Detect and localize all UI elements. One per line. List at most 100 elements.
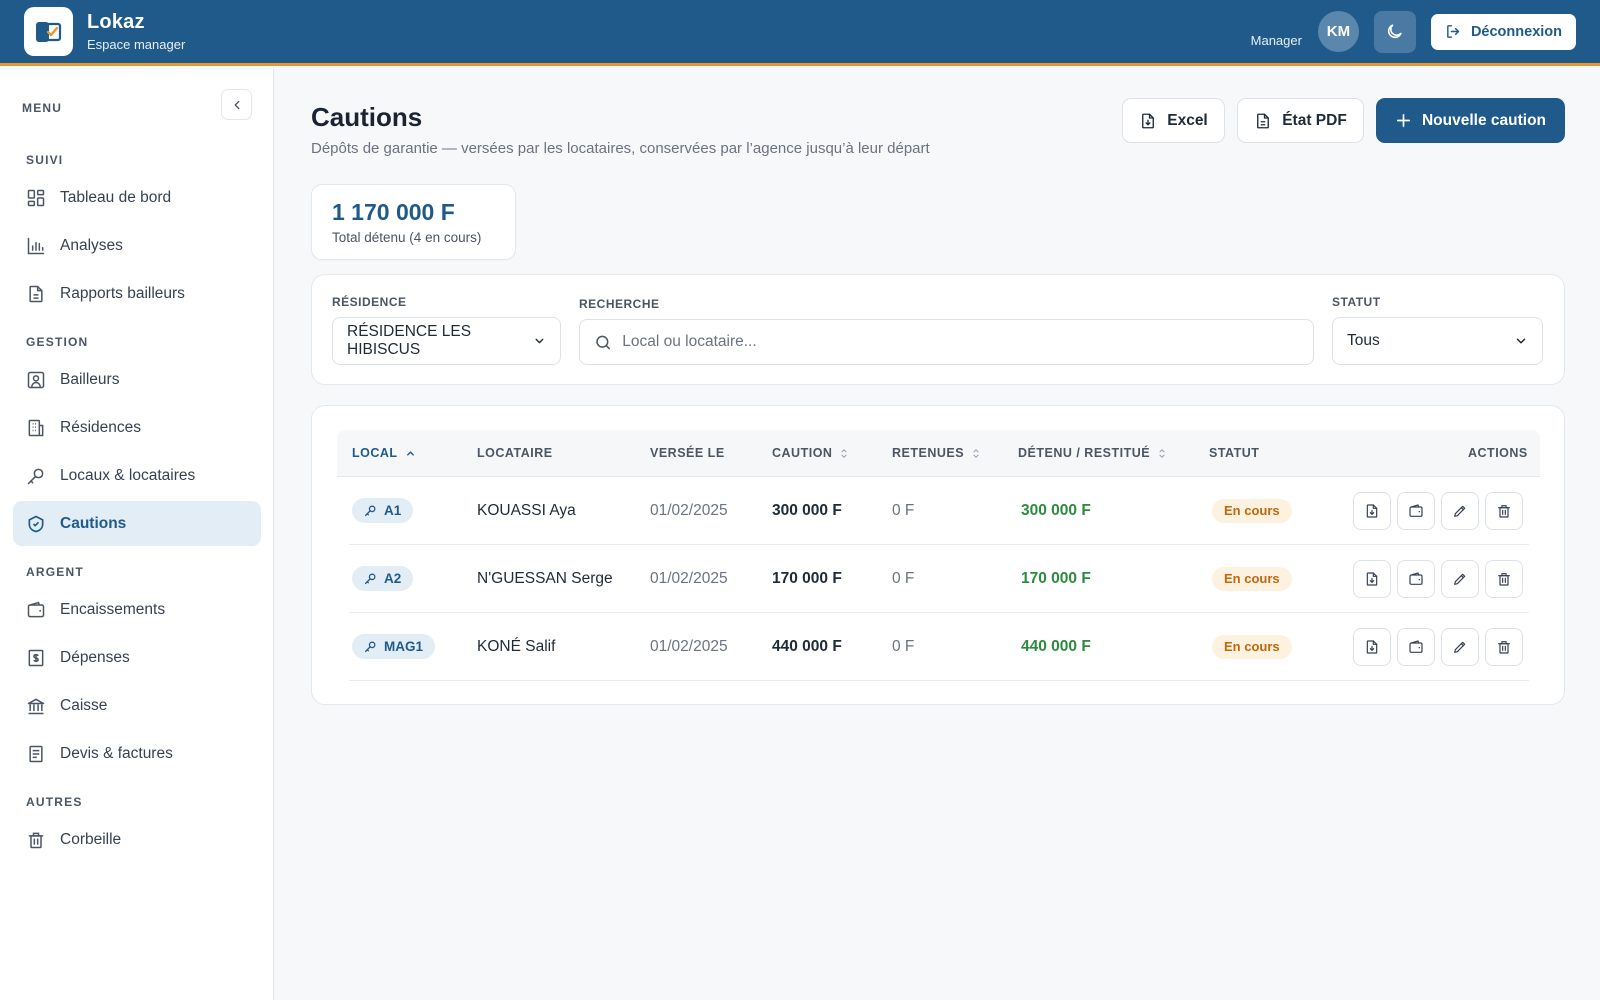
detenu-cell: 170 000 F bbox=[1021, 569, 1091, 587]
status-select[interactable]: Tous bbox=[1332, 317, 1543, 365]
key-icon bbox=[364, 573, 376, 585]
statut-cell: En cours bbox=[1212, 613, 1292, 680]
retenues-cell: 0 F bbox=[892, 569, 915, 587]
collapse-sidebar-button[interactable] bbox=[221, 89, 252, 120]
column-caution[interactable]: CAUTION bbox=[772, 446, 849, 460]
file-download-icon bbox=[1142, 113, 1155, 128]
residence-select-value: RÉSIDENCE LES HIBISCUS bbox=[347, 323, 472, 358]
wallet-icon bbox=[27, 601, 45, 617]
residence-select[interactable]: RÉSIDENCE LES HIBISCUS bbox=[332, 317, 561, 365]
sidebar-item-encaissements[interactable]: Encaissements bbox=[13, 587, 261, 632]
download-receipt-button[interactable] bbox=[1353, 491, 1391, 530]
column-label: LOCAL bbox=[352, 446, 398, 460]
actions-cell bbox=[1353, 477, 1523, 544]
delete-button[interactable] bbox=[1485, 559, 1523, 598]
section-title-autres: AUTRES bbox=[26, 795, 83, 809]
sidebar-item-corbeille[interactable]: Corbeille bbox=[13, 817, 261, 862]
edit-button[interactable] bbox=[1441, 559, 1479, 598]
invoice-icon bbox=[29, 745, 43, 762]
versee-cell: 01/02/2025 bbox=[650, 569, 728, 587]
delete-button[interactable] bbox=[1485, 627, 1523, 666]
edit-button[interactable] bbox=[1441, 627, 1479, 666]
pencil-icon bbox=[1454, 505, 1466, 517]
local-chip: A1 bbox=[352, 498, 414, 523]
theme-toggle-button[interactable] bbox=[1373, 10, 1416, 53]
statut-cell: En cours bbox=[1212, 545, 1292, 612]
search-input[interactable] bbox=[622, 333, 1299, 351]
column-locataire: LOCATAIRE bbox=[477, 446, 553, 460]
avatar[interactable]: KM bbox=[1317, 11, 1359, 52]
key-icon bbox=[364, 641, 376, 653]
pdf-export-button[interactable]: État PDF bbox=[1237, 98, 1364, 143]
page-subtitle: Dépôts de garantie — versées par les loc… bbox=[311, 140, 930, 157]
residence-filter-label: RÉSIDENCE bbox=[332, 295, 407, 309]
shield-icon bbox=[28, 515, 44, 532]
refund-button[interactable] bbox=[1397, 491, 1435, 530]
sidebar-item-caisse[interactable]: Caisse bbox=[13, 683, 261, 728]
column-actions: ACTIONS bbox=[1468, 446, 1528, 460]
sidebar-item-rapports[interactable]: Rapports bailleurs bbox=[13, 271, 261, 316]
locataire-cell: N'GUESSAN Serge bbox=[477, 569, 613, 587]
status-badge: En cours bbox=[1212, 498, 1292, 523]
actions-cell bbox=[1353, 545, 1523, 612]
local-cell: MAG1 bbox=[352, 613, 436, 680]
key-icon bbox=[27, 468, 44, 484]
lokaz-logo-icon[interactable] bbox=[24, 7, 73, 56]
logout-button[interactable]: Déconnexion bbox=[1430, 13, 1576, 50]
file-download-icon bbox=[1366, 639, 1378, 654]
sidebar-item-analyses[interactable]: Analyses bbox=[13, 223, 261, 268]
sidebar-item-depenses[interactable]: Dépenses bbox=[13, 635, 261, 680]
app-subtitle: Espace manager bbox=[87, 37, 186, 52]
table-row: MAG1 KONÉ Salif 01/02/2025 440 000 F 0 F… bbox=[349, 613, 1529, 681]
sidebar-item-dashboard[interactable]: Tableau de bord bbox=[13, 175, 261, 220]
total-held-label: Total détenu (4 en cours) bbox=[332, 230, 482, 245]
column-label: VERSÉE LE bbox=[650, 446, 725, 460]
column-local[interactable]: LOCAL bbox=[352, 446, 416, 460]
versee-cell: 01/02/2025 bbox=[650, 501, 728, 519]
column-retenues[interactable]: RETENUES bbox=[892, 446, 981, 460]
document-icon bbox=[1257, 113, 1270, 128]
column-label: STATUT bbox=[1209, 446, 1260, 460]
plus-icon bbox=[1396, 113, 1411, 128]
sidebar-item-bailleurs[interactable]: Bailleurs bbox=[13, 357, 261, 402]
sidebar-item-devis[interactable]: Devis & factures bbox=[13, 731, 261, 776]
sidebar-item-cautions[interactable]: Cautions bbox=[13, 501, 261, 546]
refund-button[interactable] bbox=[1397, 559, 1435, 598]
section-title-argent: ARGENT bbox=[26, 565, 84, 579]
column-detenu[interactable]: DÉTENU / RESTITUÉ bbox=[1018, 446, 1167, 460]
user-role: Manager bbox=[1250, 33, 1302, 48]
sidebar-item-label: Devis & factures bbox=[60, 744, 173, 762]
sidebar-item-residences[interactable]: Résidences bbox=[13, 405, 261, 450]
new-caution-label: Nouvelle caution bbox=[1421, 111, 1547, 129]
bank-icon bbox=[27, 698, 45, 714]
brand: Lokaz Espace manager bbox=[87, 11, 185, 52]
trash-icon bbox=[28, 832, 44, 848]
status-filter-label: STATUT bbox=[1332, 295, 1381, 309]
sidebar-item-label: Dépenses bbox=[60, 648, 130, 666]
sidebar-item-label: Analyses bbox=[60, 236, 123, 254]
sidebar-item-label: Résidences bbox=[60, 418, 141, 436]
new-caution-button[interactable]: Nouvelle caution bbox=[1376, 98, 1565, 143]
sort-icon bbox=[973, 448, 979, 458]
total-held-card: 1 170 000 F Total détenu (4 en cours) bbox=[311, 184, 516, 260]
trash-icon bbox=[1498, 572, 1510, 586]
file-download-icon bbox=[1366, 571, 1378, 586]
top-bar: Lokaz Espace manager Manager KM Déconnex… bbox=[0, 0, 1600, 66]
excel-export-button[interactable]: Excel bbox=[1122, 98, 1225, 143]
local-chip: A2 bbox=[352, 566, 414, 591]
sort-icon bbox=[841, 448, 848, 458]
search-filter-label: RECHERCHE bbox=[579, 297, 660, 311]
edit-button[interactable] bbox=[1441, 491, 1479, 530]
sidebar-item-locaux[interactable]: Locaux & locataires bbox=[13, 453, 261, 498]
caution-cell: 300 000 F bbox=[772, 501, 842, 519]
download-receipt-button[interactable] bbox=[1353, 627, 1391, 666]
refund-button[interactable] bbox=[1397, 627, 1435, 666]
wallet-icon bbox=[1409, 639, 1423, 653]
download-receipt-button[interactable] bbox=[1353, 559, 1391, 598]
sidebar-item-label: Cautions bbox=[60, 514, 127, 532]
locataire-cell: KONÉ Salif bbox=[477, 637, 556, 655]
cautions-table: LOCAL LOCATAIRE VERSÉE LE CAUTION RETENU… bbox=[311, 405, 1565, 705]
column-label: RETENUES bbox=[892, 446, 965, 460]
building-icon bbox=[28, 419, 44, 436]
delete-button[interactable] bbox=[1485, 491, 1523, 530]
